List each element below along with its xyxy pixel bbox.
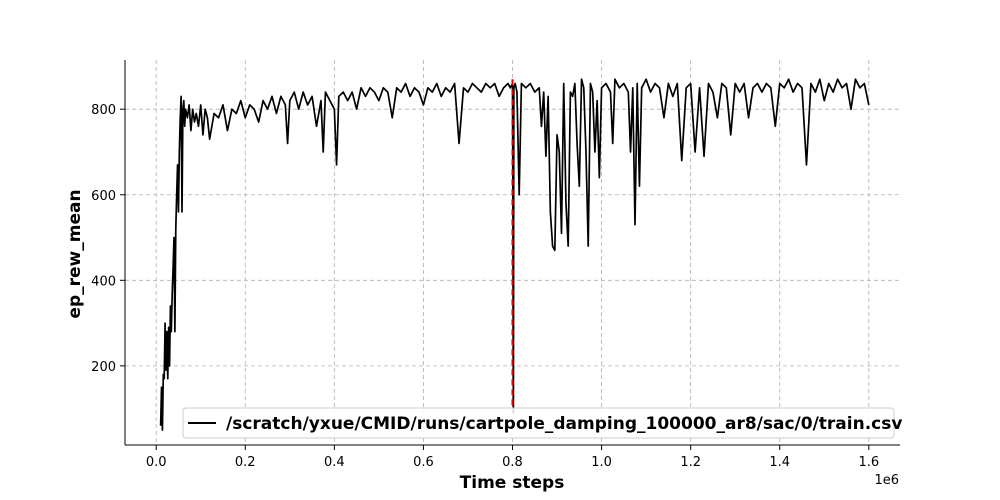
- y-tick-label: 400: [91, 274, 116, 289]
- y-axis-label: ep_rew_mean: [65, 189, 85, 318]
- x-tick-label: 0.4: [324, 455, 345, 470]
- legend-entry-label: /scratch/yxue/CMID/runs/cartpole_damping…: [226, 414, 902, 434]
- x-tick-label: 1.6: [858, 455, 879, 470]
- series-layer: [159, 78, 870, 431]
- x-tick-label: 0.6: [413, 455, 434, 470]
- x-tick-label: 0.0: [146, 455, 167, 470]
- x-tick-label: 1.4: [769, 455, 790, 470]
- legend-box: [182, 407, 895, 439]
- y-tick-label: 600: [91, 189, 116, 204]
- y-ticks: 200 400 600 800: [91, 103, 125, 375]
- x-tick-label: 0.2: [235, 455, 256, 470]
- x-tick-label: 1.2: [680, 455, 701, 470]
- y-tick-label: 800: [91, 103, 116, 118]
- series-line: [159, 78, 870, 431]
- x-axis-label: Time steps: [460, 473, 565, 493]
- x-tick-label: 0.8: [502, 455, 523, 470]
- x-ticks: 0.0 0.2 0.4 0.6 0.8 1.0 1.2 1.4 1.6: [146, 445, 879, 470]
- x-tick-label: 1.0: [591, 455, 612, 470]
- x-offset-label: 1e6: [874, 473, 899, 488]
- y-tick-label: 200: [91, 360, 116, 375]
- legend: /scratch/yxue/CMID/runs/cartpole_damping…: [182, 407, 902, 439]
